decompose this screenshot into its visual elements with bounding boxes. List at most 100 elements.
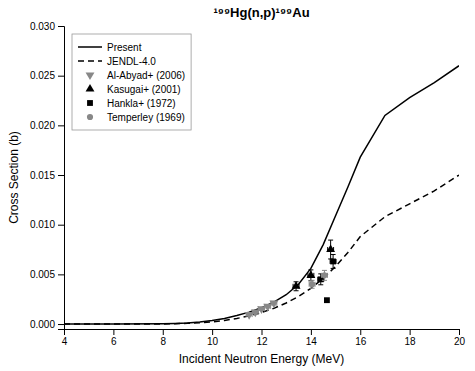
legend: Present JENDL-4.0 Al-Abyad+ (2006) Kasugai+…	[72, 34, 191, 130]
y-tick-label: 0.020	[30, 120, 55, 131]
y-tick-mark	[58, 125, 64, 126]
y-tick-mark	[58, 324, 64, 325]
y-tick-label: 0.005	[30, 269, 55, 280]
x-error-bar	[309, 282, 315, 287]
x-error-bar	[330, 259, 336, 264]
x-tick: 4	[62, 329, 68, 347]
x-tick-mark	[410, 329, 411, 335]
series	[318, 254, 336, 303]
x-tick: 20	[454, 329, 466, 347]
x-tick-label: 8	[160, 336, 166, 347]
error-bar-segment	[331, 268, 336, 269]
y-tick-label: 0.015	[30, 170, 55, 181]
x-tick-mark	[163, 329, 164, 335]
legend-label: Hankla+ (1972)	[107, 98, 176, 109]
x-axis-line	[65, 330, 460, 336]
y-tick: 0.025	[30, 70, 64, 81]
chart: 4 6 8 10 12 14 16 18 20 0.000 0.005 0.010 0.015 0.020…	[0, 0, 475, 371]
point	[324, 297, 330, 303]
y-tick: 0.000	[30, 319, 64, 330]
y-tick: 0.030	[30, 21, 64, 32]
x-tick-label: 4	[62, 336, 68, 347]
legend-label: Kasugai+ (2001)	[107, 84, 181, 95]
error-bar-segment	[294, 290, 299, 291]
marks	[64, 66, 459, 324]
x-tick-mark	[459, 329, 460, 335]
error-bar-segment	[328, 240, 333, 241]
y-tick-mark	[58, 225, 64, 226]
y-tick: 0.020	[30, 120, 64, 131]
x-tick: 14	[306, 329, 318, 347]
error-bar-segment	[322, 280, 327, 281]
series	[292, 240, 335, 291]
x-error-bar	[321, 273, 327, 278]
point	[326, 244, 335, 252]
y-tick-label: 0.000	[30, 319, 55, 330]
x-tick-mark	[360, 329, 361, 335]
x-tick: 12	[256, 329, 268, 347]
legend-swatch	[87, 100, 93, 106]
y-tick-label: 0.010	[30, 219, 55, 230]
legend-label: Al-Abyad+ (2006)	[107, 70, 185, 81]
error-bar-segment	[310, 288, 315, 289]
y-tick: 0.005	[30, 269, 64, 280]
y-tick-label: 0.030	[30, 21, 55, 32]
legend-label: Present	[107, 42, 142, 53]
x-tick-label: 10	[207, 336, 219, 347]
legend-entry: Temperley (1969)	[87, 112, 185, 123]
x-tick-label: 16	[355, 336, 367, 347]
y-axis-title: Cross Section (b)	[7, 131, 21, 224]
point	[330, 259, 336, 265]
plot: 4 6 8 10 12 14 16 18 20 0.000 0.005 0.010 0.015 0.020…	[30, 21, 466, 347]
legend-entry: JENDL-4.0	[78, 56, 156, 67]
y-axis-line	[58, 27, 65, 330]
x-axis-title: Incident Neutron Energy (MeV)	[179, 352, 344, 366]
legend-swatch	[78, 46, 102, 48]
x-tick-mark	[262, 329, 263, 335]
x-tick-mark	[311, 329, 312, 335]
x-tick: 6	[111, 329, 117, 347]
x-tick-mark	[212, 329, 213, 335]
y-tick-mark	[58, 26, 64, 27]
x-tick: 10	[207, 329, 219, 347]
series	[245, 301, 279, 320]
x-tick-label: 6	[111, 336, 117, 347]
point	[309, 281, 315, 287]
legend-swatch	[78, 60, 102, 62]
y-error-bar	[322, 270, 327, 280]
y-tick-label: 0.025	[30, 70, 55, 81]
x-axis: 4 6 8 10 12 14 16 18 20	[62, 329, 466, 347]
legend-label: Temperley (1969)	[107, 112, 185, 123]
y-axis: 0.000 0.005 0.010 0.015 0.020 0.025 0.030	[30, 21, 65, 330]
legend-box	[72, 34, 191, 130]
error-bar-segment	[318, 284, 323, 285]
y-error-bar	[331, 254, 336, 268]
point	[292, 281, 301, 289]
series	[309, 270, 328, 288]
legend-swatch	[87, 114, 93, 120]
x-tick: 16	[355, 329, 367, 347]
legend-label: JENDL-4.0	[107, 56, 156, 67]
x-tick-label: 18	[405, 336, 417, 347]
legend-entry: Al-Abyad+ (2006)	[86, 70, 186, 81]
legend-entry: Hankla+ (1972)	[87, 98, 176, 109]
title: ¹⁹⁹Hg(n,p)¹⁹⁹Au	[213, 5, 309, 20]
error-bar-segment	[310, 280, 315, 281]
point	[321, 272, 327, 278]
error-bar-segment	[331, 254, 336, 255]
error-bar-segment	[322, 270, 327, 271]
legend-entry: Present	[78, 42, 142, 53]
x-tick: 8	[160, 329, 166, 347]
y-tick: 0.010	[30, 219, 64, 230]
line	[64, 66, 459, 324]
point	[269, 301, 278, 309]
x-tick-mark	[113, 329, 114, 335]
y-error-bar	[310, 280, 315, 288]
y-tick: 0.015	[30, 170, 64, 181]
x-tick: 18	[405, 329, 417, 347]
line	[64, 175, 459, 324]
legend-swatch	[86, 72, 95, 80]
point	[306, 270, 315, 278]
y-tick-mark	[58, 76, 64, 77]
y-tick-mark	[58, 175, 64, 176]
